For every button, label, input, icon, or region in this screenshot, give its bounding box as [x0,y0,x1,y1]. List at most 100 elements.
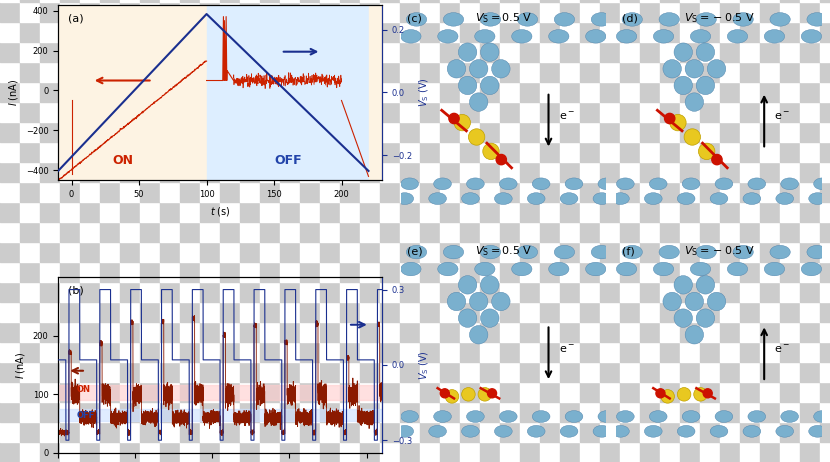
Ellipse shape [710,426,728,437]
Circle shape [707,292,725,311]
Circle shape [483,143,499,159]
Ellipse shape [495,426,512,437]
Ellipse shape [401,178,418,190]
Y-axis label: $V_\mathrm{S}$ (V): $V_\mathrm{S}$ (V) [417,350,431,380]
Ellipse shape [495,193,512,205]
Ellipse shape [565,411,583,422]
Circle shape [696,43,715,61]
Text: $V_\mathrm{S} = -0.5$ V: $V_\mathrm{S} = -0.5$ V [684,12,754,25]
Circle shape [481,76,499,95]
Circle shape [663,60,681,78]
Ellipse shape [659,245,680,259]
Ellipse shape [475,30,495,43]
Ellipse shape [511,262,532,276]
Bar [58,385,382,400]
Ellipse shape [511,30,532,43]
Ellipse shape [696,245,716,259]
Ellipse shape [532,411,550,422]
Ellipse shape [764,30,784,43]
Ellipse shape [565,178,583,190]
Ellipse shape [813,411,830,422]
Circle shape [696,276,715,294]
Circle shape [665,113,675,124]
Circle shape [656,389,665,398]
Circle shape [481,276,499,294]
Text: OFF: OFF [76,411,95,419]
Ellipse shape [808,426,827,437]
Ellipse shape [429,426,447,437]
Ellipse shape [437,262,458,276]
Ellipse shape [429,193,447,205]
Circle shape [696,76,715,95]
Ellipse shape [407,245,427,259]
Ellipse shape [407,12,427,26]
Circle shape [712,154,722,165]
Ellipse shape [461,193,480,205]
Text: (a): (a) [68,13,84,24]
Ellipse shape [733,245,754,259]
Text: e$^-$: e$^-$ [774,344,790,355]
Circle shape [703,389,712,398]
Circle shape [470,60,488,78]
Y-axis label: $I$ (nA): $I$ (nA) [14,351,27,379]
Ellipse shape [807,245,828,259]
Ellipse shape [781,178,798,190]
Ellipse shape [770,12,790,26]
Text: (b): (b) [68,286,84,296]
Text: ON: ON [112,154,133,167]
Ellipse shape [644,193,662,205]
Circle shape [685,93,704,111]
Circle shape [458,43,476,61]
Text: $V_\mathrm{S} = 0.5$ V: $V_\mathrm{S} = 0.5$ V [475,12,532,25]
Circle shape [674,309,692,328]
Circle shape [445,389,459,403]
Circle shape [496,154,506,165]
Circle shape [685,326,704,344]
Circle shape [470,326,488,344]
Ellipse shape [710,193,728,205]
Ellipse shape [500,178,517,190]
Ellipse shape [727,30,748,43]
Circle shape [674,43,692,61]
Ellipse shape [598,411,616,422]
Circle shape [481,43,499,61]
Circle shape [470,292,488,311]
Ellipse shape [401,411,418,422]
Ellipse shape [517,12,538,26]
Circle shape [447,60,466,78]
Ellipse shape [649,178,667,190]
Circle shape [491,292,510,311]
Circle shape [685,60,704,78]
Ellipse shape [443,12,464,26]
Ellipse shape [781,411,798,422]
Text: (e): (e) [407,246,422,256]
Circle shape [699,143,715,159]
Circle shape [491,60,510,78]
Ellipse shape [532,178,550,190]
X-axis label: $t$ (s): $t$ (s) [210,205,231,218]
Ellipse shape [715,411,733,422]
Circle shape [684,129,701,145]
Ellipse shape [461,426,480,437]
Ellipse shape [682,411,700,422]
Ellipse shape [549,30,569,43]
Ellipse shape [617,178,634,190]
Ellipse shape [691,30,710,43]
Ellipse shape [733,12,754,26]
Ellipse shape [764,262,784,276]
Circle shape [663,292,681,311]
Circle shape [470,93,488,111]
Ellipse shape [801,30,822,43]
Ellipse shape [549,262,569,276]
Ellipse shape [517,245,538,259]
Circle shape [454,115,471,131]
Ellipse shape [617,411,634,422]
Ellipse shape [433,178,452,190]
Y-axis label: $V_\mathrm{S}$ (V): $V_\mathrm{S}$ (V) [417,78,431,107]
Ellipse shape [612,193,629,205]
Ellipse shape [677,193,695,205]
Text: e$^-$: e$^-$ [559,111,575,122]
Ellipse shape [591,245,612,259]
Bar [71,5,207,180]
Ellipse shape [481,245,500,259]
